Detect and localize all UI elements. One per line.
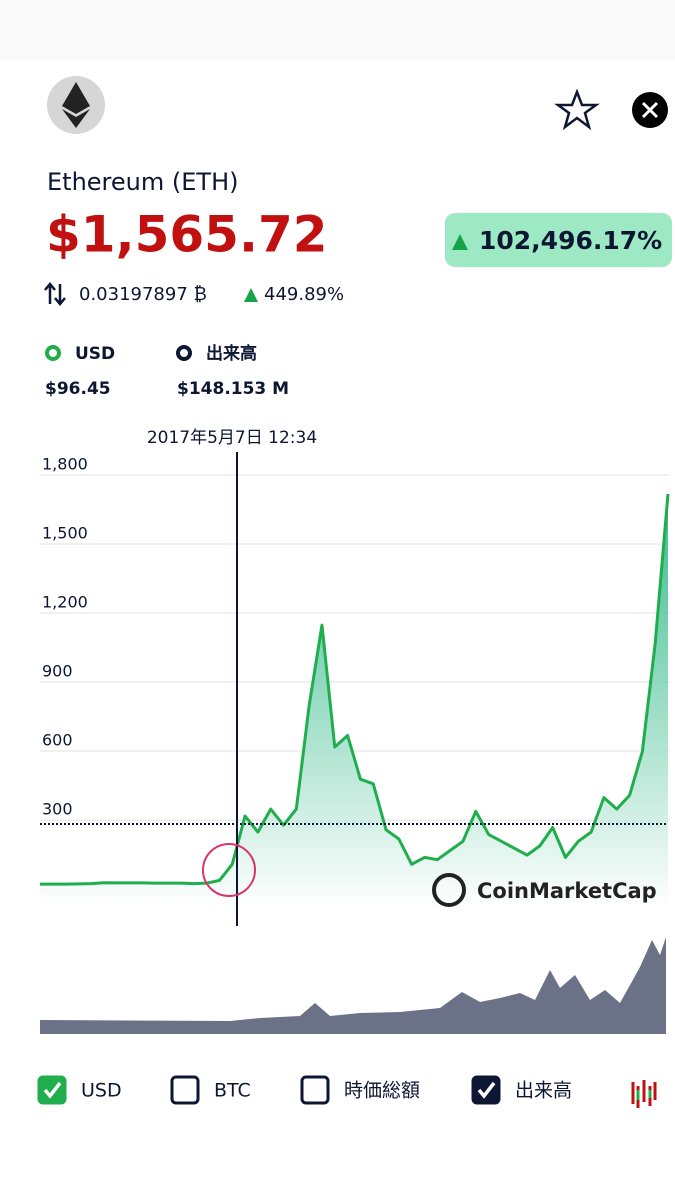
candle-icon	[636, 1090, 652, 1100]
y-tick-label: 1,200	[42, 593, 88, 612]
volume-area	[40, 937, 666, 1034]
y-tick-label: 900	[42, 662, 73, 681]
legend-value: $148.153 M	[177, 379, 289, 399]
change-badge	[445, 213, 672, 267]
toggle-label: BTC	[214, 1080, 251, 1102]
close-icon	[641, 101, 659, 119]
y-tick-label: 600	[42, 731, 73, 750]
watermark-logo	[432, 873, 466, 907]
change: 102,496.17%	[479, 226, 662, 255]
toggle-label: USD	[81, 1080, 122, 1102]
legend-dot	[176, 345, 192, 361]
hover-marker	[202, 843, 256, 897]
candle-icon[interactable]	[631, 1080, 657, 1108]
eth-icon	[62, 82, 90, 128]
y-tick-label: 300	[42, 800, 73, 819]
y-tick-label: 1,500	[42, 524, 88, 543]
checkbox[interactable]	[300, 1075, 330, 1105]
toggles: USD BTC 時価総額 出来高	[37, 1075, 572, 1105]
price: $1,565.72	[46, 206, 328, 264]
checkbox[interactable]	[37, 1075, 67, 1105]
legend-dot	[45, 345, 61, 361]
legend-value: $96.45	[45, 379, 111, 399]
price-area	[40, 494, 668, 908]
favorite[interactable]	[554, 88, 600, 131]
checkbox[interactable]	[170, 1075, 200, 1105]
legend-label: 出来高	[206, 343, 257, 364]
top-bar	[0, 0, 675, 60]
btc-change: 449.89%	[264, 284, 344, 305]
price-line	[40, 493, 670, 886]
tooltip-date: 2017年5月7日 12:34	[147, 428, 317, 448]
y-tick-label: 1,800	[42, 455, 88, 474]
price-chart: 1,800 1,500 1,200 900 600 300 CoinMarketCap	[40, 452, 670, 926]
legend-label: USD	[75, 344, 115, 364]
check-mark	[477, 1081, 496, 1099]
toggle-label: 時価総額	[344, 1080, 420, 1102]
check-mark	[43, 1081, 62, 1099]
up-arrow	[244, 288, 258, 302]
watermark: CoinMarketCap	[477, 879, 657, 903]
toggle-label: 出来高	[515, 1080, 572, 1102]
swap-icon	[44, 282, 66, 306]
checkbox[interactable]	[471, 1075, 501, 1105]
coin-name: Ethereum (ETH)	[47, 168, 238, 196]
btc-price: 0.03197897 ₿	[79, 284, 207, 305]
up-arrow	[452, 234, 468, 250]
